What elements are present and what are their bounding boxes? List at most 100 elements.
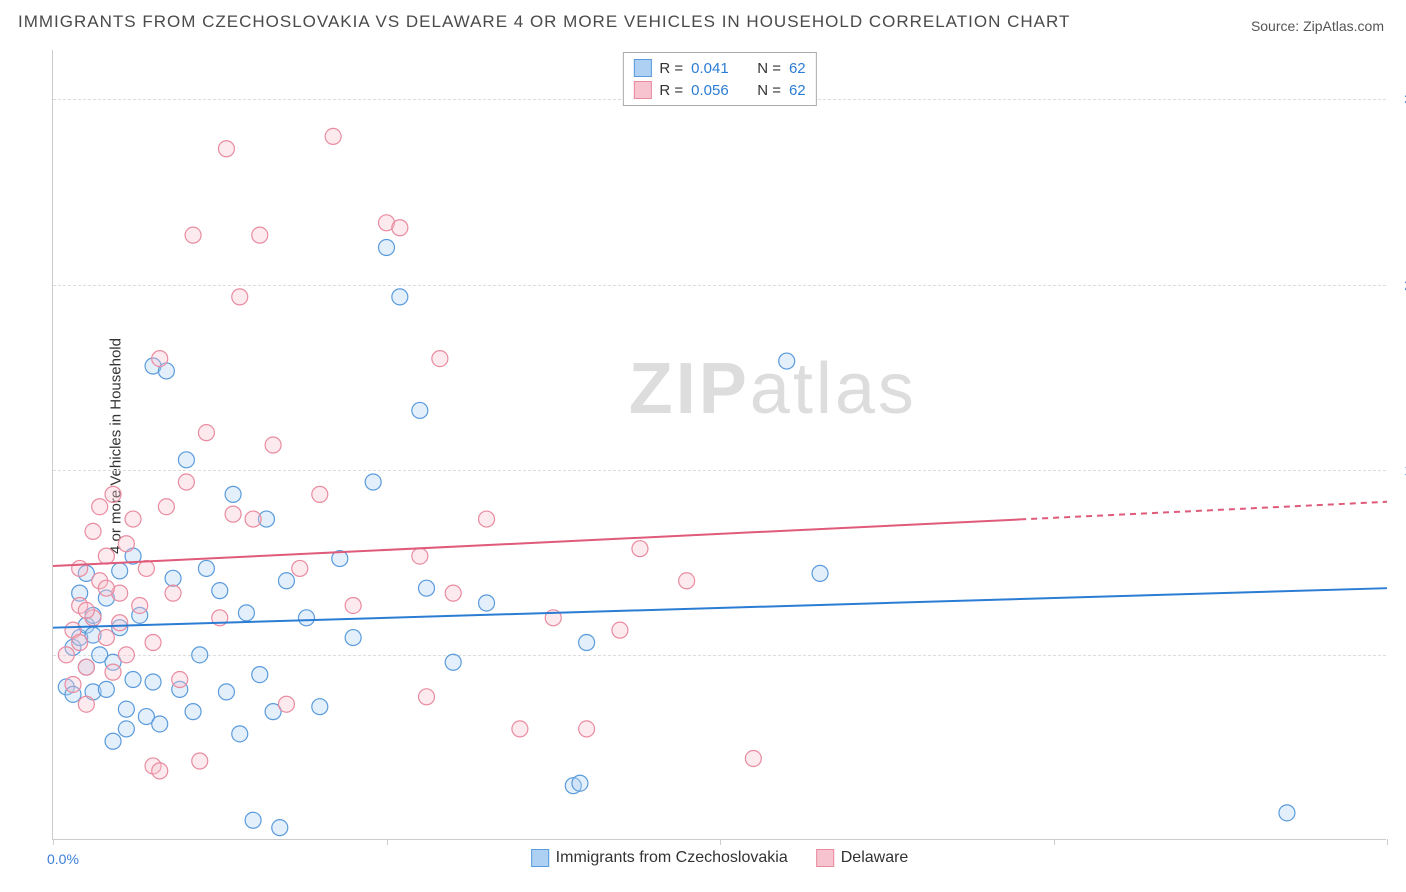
data-point: [419, 689, 435, 705]
data-point: [579, 635, 595, 651]
data-point: [298, 610, 314, 626]
data-point: [238, 605, 254, 621]
data-point: [152, 716, 168, 732]
trend-line-extrapolated: [1020, 502, 1387, 520]
data-point: [98, 681, 114, 697]
legend-r-label: R =: [659, 82, 683, 99]
data-point: [379, 240, 395, 256]
data-point: [145, 674, 161, 690]
data-point: [252, 667, 268, 683]
data-point: [65, 676, 81, 692]
data-point: [1279, 805, 1295, 821]
data-point: [272, 820, 288, 836]
data-point: [225, 486, 241, 502]
data-point: [445, 585, 461, 601]
legend-swatch: [633, 81, 651, 99]
y-tick-label: 7.5%: [1394, 647, 1406, 663]
data-point: [132, 597, 148, 613]
data-point: [278, 573, 294, 589]
data-point: [105, 664, 121, 680]
data-point: [125, 672, 141, 688]
data-point: [212, 583, 228, 599]
x-tick-mark: [53, 839, 54, 845]
data-point: [392, 220, 408, 236]
data-point: [218, 141, 234, 157]
data-point: [118, 647, 134, 663]
data-point: [98, 630, 114, 646]
x-tick-mark: [1387, 839, 1388, 845]
x-axis-min-label: 0.0%: [47, 851, 79, 867]
data-point: [232, 726, 248, 742]
data-point: [165, 570, 181, 586]
x-tick-mark: [387, 839, 388, 845]
source-attribution: Source: ZipAtlas.com: [1251, 18, 1384, 34]
data-point: [365, 474, 381, 490]
legend-series-item: Delaware: [816, 849, 909, 867]
y-tick-label: 22.5%: [1394, 277, 1406, 293]
data-point: [145, 635, 161, 651]
data-point: [479, 511, 495, 527]
legend-swatch: [531, 849, 549, 867]
data-point: [58, 647, 74, 663]
plot-area: ZIPatlas 7.5%15.0%22.5%30.0% R = 0.041 N…: [52, 50, 1386, 840]
legend-swatch: [633, 59, 651, 77]
data-point: [245, 511, 261, 527]
data-point: [245, 812, 261, 828]
data-point: [265, 437, 281, 453]
data-point: [178, 474, 194, 490]
data-point: [292, 560, 308, 576]
data-point: [745, 751, 761, 767]
legend-series: Immigrants from Czechoslovakia Delaware: [531, 849, 909, 867]
data-point: [78, 696, 94, 712]
data-point: [225, 506, 241, 522]
data-point: [512, 721, 528, 737]
data-point: [779, 353, 795, 369]
trend-line: [53, 519, 1020, 566]
data-point: [198, 425, 214, 441]
legend-r-value: 0.041: [691, 60, 729, 77]
data-point: [198, 560, 214, 576]
data-point: [78, 602, 94, 618]
legend-series-label: Immigrants from Czechoslovakia: [556, 849, 788, 867]
data-point: [72, 560, 88, 576]
data-point: [632, 541, 648, 557]
data-point: [72, 635, 88, 651]
data-point: [98, 548, 114, 564]
legend-series-label: Delaware: [841, 849, 909, 867]
chart-svg: [53, 50, 1386, 839]
data-point: [92, 499, 108, 515]
data-point: [432, 351, 448, 367]
data-point: [105, 486, 121, 502]
data-point: [78, 659, 94, 675]
data-point: [419, 580, 435, 596]
data-point: [178, 452, 194, 468]
data-point: [118, 721, 134, 737]
data-point: [312, 486, 328, 502]
data-point: [392, 289, 408, 305]
data-point: [572, 775, 588, 791]
data-point: [98, 580, 114, 596]
x-tick-mark: [1054, 839, 1055, 845]
data-point: [165, 585, 181, 601]
data-point: [479, 595, 495, 611]
data-point: [85, 523, 101, 539]
x-tick-mark: [720, 839, 721, 845]
data-point: [579, 721, 595, 737]
data-point: [325, 128, 341, 144]
y-tick-label: 30.0%: [1394, 91, 1406, 107]
data-point: [412, 548, 428, 564]
data-point: [192, 753, 208, 769]
data-point: [445, 654, 461, 670]
data-point: [112, 563, 128, 579]
data-point: [118, 701, 134, 717]
legend-correlation: R = 0.041 N = 62R = 0.056 N = 62: [622, 52, 816, 106]
data-point: [138, 560, 154, 576]
data-point: [172, 672, 188, 688]
data-point: [105, 733, 121, 749]
data-point: [218, 684, 234, 700]
legend-n-label: N =: [757, 82, 781, 99]
data-point: [679, 573, 695, 589]
legend-r-label: R =: [659, 60, 683, 77]
data-point: [612, 622, 628, 638]
legend-series-item: Immigrants from Czechoslovakia: [531, 849, 788, 867]
